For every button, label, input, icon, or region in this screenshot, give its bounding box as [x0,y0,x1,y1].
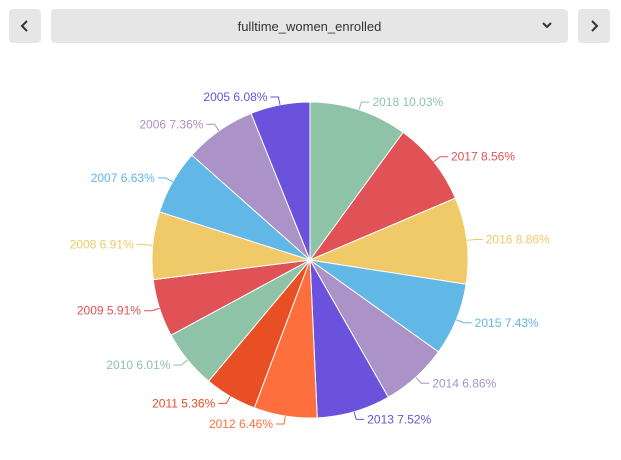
slice-label-2016: 2016 8.86% [486,232,550,246]
leader-line-2017 [433,156,448,163]
slice-label-2009: 2009 5.91% [77,304,141,318]
slice-label-2013: 2013 7.52% [367,412,431,426]
chevron-right-icon [591,20,599,32]
leader-line-2008 [136,244,153,246]
leader-line-2018 [358,101,370,110]
slice-label-2014: 2014 6.86% [432,376,496,390]
leader-line-2009 [143,307,160,312]
slice-label-2005: 2005 6.08% [203,90,267,104]
chevron-left-icon [20,20,28,32]
leader-line-2012 [276,415,286,425]
chevron-down-icon [542,22,552,29]
leader-line-2015 [456,319,472,324]
leader-line-2010 [173,359,188,366]
leader-line-2016 [466,238,483,241]
slice-label-2011: 2011 5.36% [152,396,215,410]
slice-label-2017: 2017 8.56% [451,150,515,164]
pie-slice-2017 [308,131,457,262]
pie-slice-2016 [308,197,469,285]
pie-chart: 2018 10.03% 2017 8.56% 2016 8.86% 2015 7.43… [70,90,550,431]
slice-label-2010: 2010 6.01% [106,358,170,372]
leader-line-2011 [218,396,231,404]
slice-label-2015: 2015 7.43% [475,316,539,330]
next-button[interactable] [578,9,610,43]
variable-select[interactable]: fulltime_women_enrolled [51,9,568,43]
selected-variable: fulltime_women_enrolled [237,18,382,34]
leader-line-2007 [157,177,173,183]
leader-line-2005 [270,96,281,105]
leader-line-2013 [353,411,365,420]
leader-line-2006 [206,123,220,132]
slice-label-2012: 2012 6.46% [209,417,273,431]
previous-button[interactable] [9,9,41,43]
slice-label-2008: 2008 6.91% [70,238,134,252]
leader-line-2014 [415,376,430,384]
slice-label-2018: 2018 10.03% [372,95,443,109]
slice-label-2007: 2007 6.63% [91,171,155,185]
slice-label-2006: 2006 7.36% [139,117,203,131]
